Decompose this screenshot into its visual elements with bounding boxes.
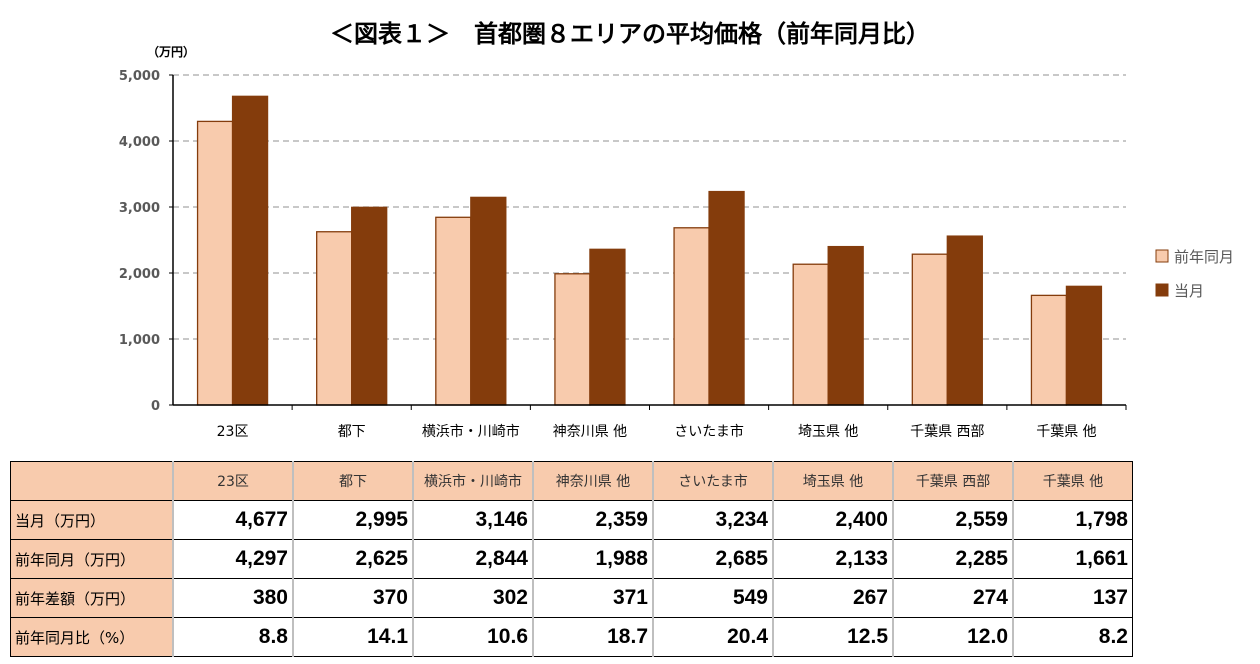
- x-category-label: 千葉県 他: [1036, 424, 1096, 440]
- table-cell: 380: [172, 578, 294, 618]
- table-cell: 2,133: [772, 539, 894, 579]
- y-tick-label: 2,000: [119, 267, 160, 282]
- table-cell: 1,661: [1012, 539, 1133, 579]
- table-cell: 3,146: [412, 500, 534, 540]
- table-cell: 2,359: [532, 500, 654, 540]
- bar-prev-year: [673, 227, 710, 406]
- table-cell: 8.2: [1012, 617, 1133, 657]
- column-header: 千葉県 西部: [892, 461, 1014, 501]
- x-category-label: 都下: [338, 424, 366, 440]
- bar-current: [946, 235, 983, 406]
- legend-swatch: [1155, 249, 1169, 263]
- table-cell: 302: [412, 578, 534, 618]
- y-tick-label: 1,000: [119, 333, 160, 348]
- column-header: 都下: [292, 461, 414, 501]
- legend-label: 当月: [1174, 282, 1204, 300]
- y-tick-label: 5,000: [119, 69, 160, 84]
- table-cell: 3,234: [652, 500, 774, 540]
- y-tick-label: 3,000: [119, 201, 160, 216]
- x-category-label: 横浜市・川崎市: [422, 423, 520, 440]
- table-cell: 10.6: [412, 617, 534, 657]
- bar-current: [589, 248, 626, 406]
- x-category-label: 埼玉県 他: [798, 424, 858, 440]
- table-cell: 137: [1012, 578, 1133, 618]
- row-header: 前年同月比（%）: [10, 617, 174, 657]
- table-cell: 2,400: [772, 500, 894, 540]
- table-cell: 370: [292, 578, 414, 618]
- bar-prev-year: [792, 263, 829, 406]
- table-cell: 267: [772, 578, 894, 618]
- x-category-label: 23区: [217, 424, 249, 440]
- table-cell: 12.0: [892, 617, 1014, 657]
- bar-prev-year: [1030, 294, 1068, 406]
- x-category-label: さいたま市: [674, 423, 744, 440]
- table-corner: [10, 461, 174, 501]
- table-row: 前年同月（万円） 4,297 2,625 2,844 1,988 2,685 2,133 2,…: [10, 539, 1133, 579]
- column-header: 23区: [172, 461, 294, 501]
- row-header: 前年差額（万円）: [10, 578, 174, 618]
- bar-current: [827, 245, 864, 406]
- chart-title: ＜図表１＞ 首都圏８エリアの平均価格（前年同月比）: [330, 20, 930, 48]
- table-cell: 371: [532, 578, 654, 618]
- table-header-row: 23区 都下 横浜市・川崎市 神奈川県 他さいたま市 埼玉県 他千葉県 西部 千葉県 他: [10, 461, 1133, 501]
- table-cell: 20.4: [652, 617, 774, 657]
- table-cell: 2,285: [892, 539, 1014, 579]
- column-header: 千葉県 他: [1012, 461, 1133, 501]
- bar-current: [470, 196, 507, 406]
- table-cell: 274: [892, 578, 1014, 618]
- table-cell: 2,625: [292, 539, 414, 579]
- table-cell: 18.7: [532, 617, 654, 657]
- legend-label: 前年同月: [1174, 248, 1234, 266]
- bar-prev-year: [554, 273, 591, 406]
- y-tick-label: 0: [151, 399, 160, 414]
- column-header: 神奈川県 他: [532, 461, 654, 501]
- x-category-label: 千葉県 西部: [910, 424, 984, 440]
- bar-prev-year: [196, 120, 234, 406]
- table-cell: 1,798: [1012, 500, 1133, 540]
- bar-current: [351, 206, 388, 406]
- row-header: 当月（万円）: [10, 500, 174, 540]
- table-cell: 2,844: [412, 539, 534, 579]
- bar-current: [708, 190, 745, 406]
- table-cell: 4,677: [172, 500, 294, 540]
- x-category-label: 神奈川県 他: [553, 424, 627, 440]
- bar-current: [1065, 285, 1103, 406]
- table-row: 前年同月比（%） 8.8 14.1 10.6 18.7 20.4 12.5 12.0 8.2: [10, 617, 1133, 657]
- table-cell: 12.5: [772, 617, 894, 657]
- table-cell: 4,297: [172, 539, 294, 579]
- table-row: 当月（万円） 4,677 2,995 3,146 2,359 3,234 2,400 2,55…: [10, 500, 1133, 540]
- bar-current: [231, 95, 269, 406]
- y-tick-label: 4,000: [119, 135, 160, 150]
- table-cell: 2,559: [892, 500, 1014, 540]
- y-axis-unit: （万円）: [147, 44, 195, 59]
- bar-chart: 0 1,000 2,000 3,000 4,000 5,000 （万円） 23区 都下 横浜市・川…: [119, 44, 1234, 440]
- table-cell: 2,685: [652, 539, 774, 579]
- table-cell: 8.8: [172, 617, 294, 657]
- legend-swatch: [1155, 283, 1169, 297]
- table-row: 前年差額（万円） 380 370 302 371 549 267 274 137: [10, 578, 1133, 618]
- bar-prev-year: [316, 231, 353, 406]
- table-cell: 1,988: [532, 539, 654, 579]
- column-header: さいたま市: [652, 461, 774, 501]
- bar-prev-year: [435, 216, 472, 406]
- column-header: 横浜市・川崎市: [412, 461, 534, 501]
- data-table: 23区 都下 横浜市・川崎市 神奈川県 他さいたま市 埼玉県 他千葉県 西部 千葉県 他当…: [10, 461, 1133, 657]
- table-cell: 2,995: [292, 500, 414, 540]
- bar-prev-year: [911, 253, 948, 406]
- row-header: 前年同月（万円）: [10, 539, 174, 579]
- table-cell: 14.1: [292, 617, 414, 657]
- table-cell: 549: [652, 578, 774, 618]
- column-header: 埼玉県 他: [772, 461, 894, 501]
